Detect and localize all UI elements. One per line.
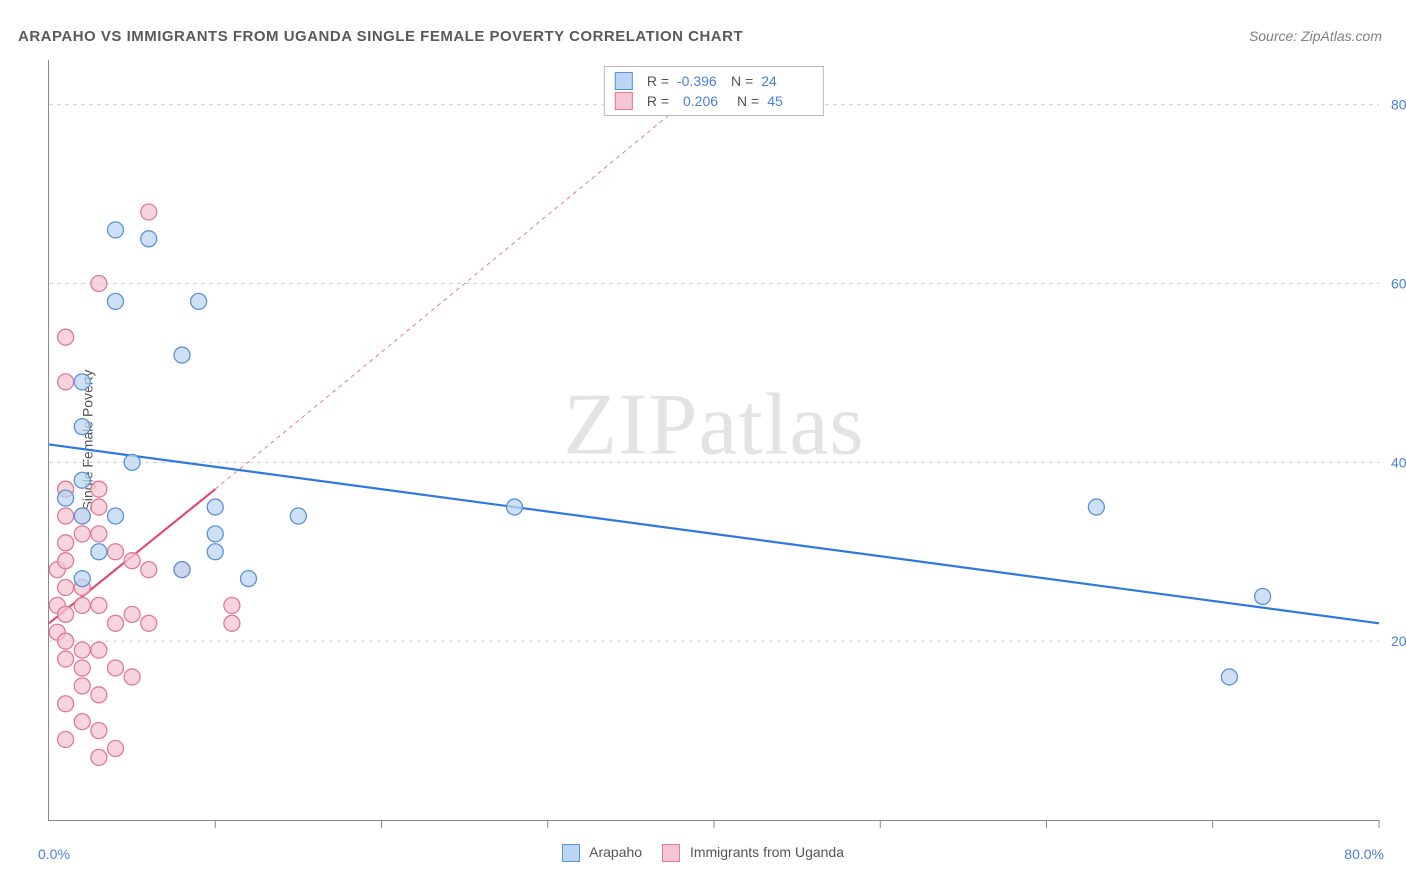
- source-attribution: Source: ZipAtlas.com: [1249, 28, 1382, 44]
- swatch-uganda: [615, 92, 633, 110]
- legend-r-label: R =: [647, 93, 669, 109]
- legend-n-value-uganda: 45: [767, 93, 813, 109]
- swatch-uganda-icon: [662, 844, 680, 862]
- chart-svg: 20.0%40.0%60.0%80.0%: [49, 60, 1379, 820]
- legend-item-uganda: Immigrants from Uganda: [662, 844, 844, 862]
- svg-text:60.0%: 60.0%: [1391, 276, 1406, 292]
- legend-r-value-arapaho: -0.396: [677, 73, 723, 89]
- legend-item-arapaho: Arapaho: [562, 844, 642, 862]
- legend-row-arapaho: R = -0.396 N = 24: [615, 71, 813, 91]
- legend-label-uganda: Immigrants from Uganda: [690, 844, 844, 860]
- plot-area: Single Female Poverty ZIPatlas R = -0.39…: [48, 60, 1379, 821]
- legend-label-arapaho: Arapaho: [589, 844, 642, 860]
- legend-r-label: R =: [647, 73, 669, 89]
- x-axis-max-label: 80.0%: [1344, 846, 1384, 862]
- swatch-arapaho-icon: [562, 844, 580, 862]
- legend-row-uganda: R = 0.206 N = 45: [615, 91, 813, 111]
- legend-n-label: N =: [731, 73, 753, 89]
- svg-text:20.0%: 20.0%: [1391, 633, 1406, 649]
- correlation-legend: R = -0.396 N = 24 R = 0.206 N = 45: [604, 66, 824, 116]
- svg-text:80.0%: 80.0%: [1391, 97, 1406, 113]
- legend-n-value-arapaho: 24: [761, 73, 807, 89]
- chart-title: ARAPAHO VS IMMIGRANTS FROM UGANDA SINGLE…: [18, 28, 743, 45]
- series-legend: Arapaho Immigrants from Uganda: [562, 844, 844, 862]
- swatch-arapaho: [615, 72, 633, 90]
- x-axis-origin-label: 0.0%: [38, 846, 70, 862]
- svg-text:40.0%: 40.0%: [1391, 454, 1406, 470]
- legend-r-value-uganda: 0.206: [677, 93, 729, 109]
- legend-n-label: N =: [737, 93, 759, 109]
